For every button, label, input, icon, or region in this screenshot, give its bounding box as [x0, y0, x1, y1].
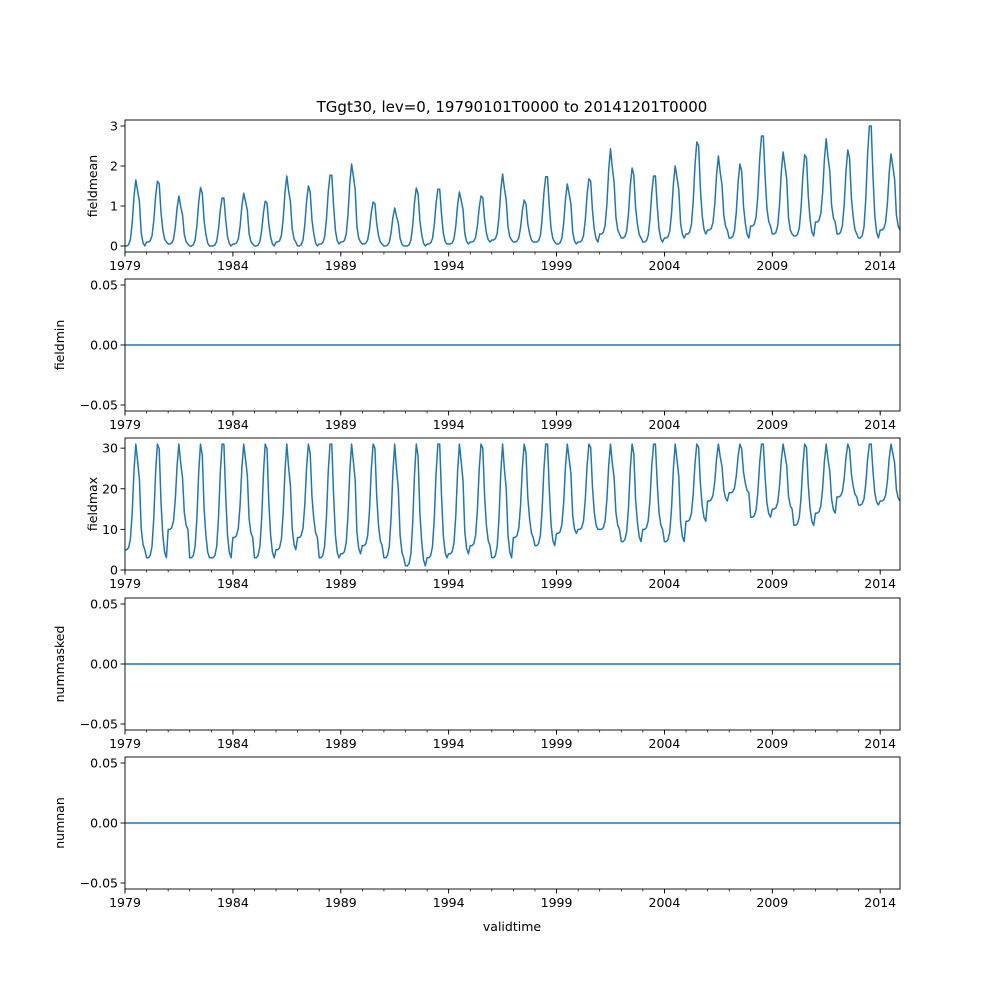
fieldmean-y-tick-label: 2	[110, 159, 118, 174]
nummasked-x-tick-label: 2014	[864, 736, 896, 751]
nummasked-y-tick-label: 0.00	[90, 657, 118, 672]
fieldmin-x-tick-label: 1979	[109, 417, 141, 432]
nummasked-x-tick-label: 1984	[217, 736, 249, 751]
fieldmax-y-tick-label: 0	[110, 563, 118, 578]
fieldmin-x-tick-label: 1989	[325, 417, 357, 432]
fieldmean-x-tick-label: 2009	[756, 258, 788, 273]
fieldmin-y-tick-label: 0.05	[90, 278, 118, 293]
fieldmean-y-tick-label: 3	[110, 119, 118, 134]
numnan-y-tick-label: 0.05	[90, 756, 118, 771]
fieldmax-y-axis-label: fieldmax	[85, 477, 100, 531]
fieldmax-axes-frame	[124, 437, 901, 571]
numnan-x-tick-label: 1979	[109, 895, 141, 910]
fieldmax-x-tick-label: 1994	[433, 576, 465, 591]
fieldmax-y-tick-label: 20	[102, 481, 118, 496]
fieldmean-x-tick-label: 1999	[541, 258, 573, 273]
fieldmean-x-tick-label: 1989	[325, 258, 357, 273]
fieldmean-x-tick-label: 1994	[433, 258, 465, 273]
panels: 1979 1984 1989 1994 1999 2004 2009 2014 0 1 2 3 fiel…	[52, 119, 901, 910]
numnan-x-tick-label: 1999	[541, 895, 573, 910]
numnan-y-tick-label: 0.00	[90, 816, 118, 831]
panel-fieldmin: 1979 1984 1989 1994 1999 2004 2009 2014 −0.05 0.0…	[52, 278, 901, 432]
panel-fieldmean: 1979 1984 1989 1994 1999 2004 2009 2014 0 1 2 3 fiel…	[85, 119, 901, 273]
panel-numnan: 1979 1984 1989 1994 1999 2004 2009 2014 −0.05 0.0…	[52, 756, 901, 910]
nummasked-x-tick-label: 1979	[109, 736, 141, 751]
fieldmin-x-tick-label: 2014	[864, 417, 896, 432]
fieldmean-y-tick-label: 1	[110, 199, 118, 214]
chart-title: TGgt30, lev=0, 19790101T0000 to 20141201…	[316, 98, 708, 116]
numnan-x-tick-label: 2014	[864, 895, 896, 910]
fieldmean-x-tick-label: 2014	[864, 258, 896, 273]
fieldmin-x-tick-label: 1994	[433, 417, 465, 432]
fieldmean-x-tick-label: 2004	[649, 258, 681, 273]
fieldmax-x-tick-label: 2004	[649, 576, 681, 591]
fieldmin-x-tick-label: 2004	[649, 417, 681, 432]
numnan-x-tick-label: 1984	[217, 895, 249, 910]
fieldmax-x-tick-label: 2014	[864, 576, 896, 591]
numnan-x-tick-label: 2009	[756, 895, 788, 910]
fieldmin-x-tick-label: 1999	[541, 417, 573, 432]
nummasked-x-tick-label: 2009	[756, 736, 788, 751]
fieldmax-y-tick-label: 10	[102, 522, 118, 537]
numnan-y-axis-label: numnan	[52, 797, 67, 849]
fieldmax-y-tick-label: 30	[102, 441, 118, 456]
panel-fieldmax: 1979 1984 1989 1994 1999 2004 2009 2014 0 10 20 30 f…	[85, 437, 901, 591]
fieldmax-x-tick-label: 1979	[109, 576, 141, 591]
nummasked-x-tick-label: 1989	[325, 736, 357, 751]
fieldmean-series-line	[125, 125, 901, 247]
numnan-y-tick-label: −0.05	[80, 876, 118, 891]
fieldmin-y-tick-label: 0.00	[90, 338, 118, 353]
nummasked-x-tick-label: 1994	[433, 736, 465, 751]
fieldmax-x-tick-label: 1984	[217, 576, 249, 591]
nummasked-x-tick-label: 1999	[541, 736, 573, 751]
fieldmin-x-tick-label: 1984	[217, 417, 249, 432]
nummasked-y-tick-label: −0.05	[80, 717, 118, 732]
fieldmean-x-tick-label: 1984	[217, 258, 249, 273]
fieldmax-x-tick-label: 1989	[325, 576, 357, 591]
numnan-x-tick-label: 1994	[433, 895, 465, 910]
fieldmin-y-tick-label: −0.05	[80, 398, 118, 413]
fieldmax-series-line	[125, 443, 901, 567]
fieldmean-y-axis-label: fieldmean	[85, 155, 100, 217]
nummasked-y-tick-label: 0.05	[90, 597, 118, 612]
fieldmax-x-tick-label: 2009	[756, 576, 788, 591]
panel-nummasked: 1979 1984 1989 1994 1999 2004 2009 2014 −0.05 0.0…	[52, 597, 901, 751]
nummasked-y-axis-label: nummasked	[52, 626, 67, 703]
fieldmin-x-tick-label: 2009	[756, 417, 788, 432]
numnan-x-tick-label: 2004	[649, 895, 681, 910]
x-axis-label: validtime	[483, 919, 541, 934]
fieldmean-x-tick-label: 1979	[109, 258, 141, 273]
fieldmean-axes-frame	[124, 119, 901, 253]
nummasked-x-tick-label: 2004	[649, 736, 681, 751]
fieldmean-y-tick-label: 0	[110, 239, 118, 254]
numnan-x-tick-label: 1989	[325, 895, 357, 910]
fieldmax-x-tick-label: 1999	[541, 576, 573, 591]
fieldmin-y-axis-label: fieldmin	[52, 320, 67, 371]
